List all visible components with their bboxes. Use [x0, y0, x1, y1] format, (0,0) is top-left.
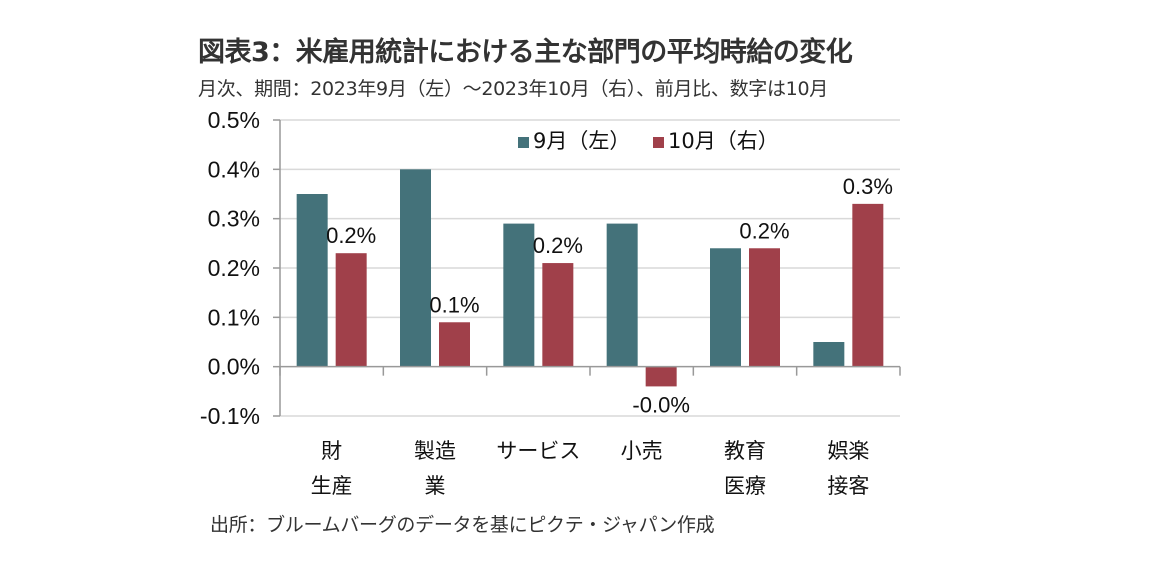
y-tick-label: -0.1% — [200, 403, 260, 429]
bar-sep-0 — [296, 194, 328, 367]
data-labels: 0.2% 0.1% 0.2% -0.0% 0.2% 0.3% — [326, 174, 893, 418]
category-label: 製造 — [414, 439, 456, 463]
y-tick-label: 0.3% — [208, 206, 260, 232]
bar-oct-3 — [645, 366, 677, 387]
bar-oct-0 — [335, 253, 367, 367]
bar-oct-4 — [749, 248, 780, 367]
chart-title: 図表3：米雇用統計における主な部門の平均時給の変化 — [198, 37, 853, 68]
category-label: 娯楽 — [827, 439, 869, 463]
category-label: サービス — [496, 439, 580, 463]
legend-label: 9月（左） — [533, 129, 630, 153]
legend-label: 10月（右） — [668, 129, 779, 153]
legend: 9月（左） 10月（右） — [518, 129, 779, 153]
bar-sep-3 — [606, 223, 638, 367]
data-label: -0.0% — [632, 392, 689, 417]
category-label: 小売 — [621, 439, 663, 463]
bar-oct-1 — [439, 322, 470, 367]
legend-swatch-sep — [518, 137, 529, 148]
y-tick-label: 0.0% — [208, 354, 260, 380]
axes — [273, 119, 901, 417]
category-label: 生産 — [311, 474, 353, 498]
data-label: 0.2% — [533, 233, 583, 258]
category-label: 財 — [321, 439, 342, 463]
bar-sep-4 — [710, 248, 741, 367]
gridlines — [280, 119, 900, 417]
bar-sep-2 — [503, 223, 535, 367]
data-label: 0.3% — [843, 174, 893, 199]
bar-sep-1 — [400, 169, 431, 367]
chart-subtitle: 月次、期間：2023年9月（左）～2023年10月（右）、前月比、数字は10月 — [198, 78, 828, 100]
y-tick-label: 0.1% — [208, 304, 260, 330]
y-tick-label: 0.2% — [208, 255, 260, 281]
legend-swatch-oct — [653, 137, 664, 148]
y-tick-labels: 0.5% 0.4% 0.3% 0.2% 0.1% 0.0% -0.1% — [200, 107, 260, 429]
data-label: 0.1% — [429, 292, 479, 317]
category-label: 業 — [425, 474, 446, 498]
category-label: 接客 — [827, 474, 869, 498]
y-tick-label: 0.5% — [208, 107, 260, 133]
bars — [296, 169, 884, 387]
y-tick-label: 0.4% — [208, 156, 260, 182]
category-label: 医療 — [724, 474, 766, 498]
data-label: 0.2% — [739, 218, 789, 243]
category-label: 教育 — [724, 439, 766, 463]
source-note: 出所：ブルームバーグのデータを基にピクテ・ジャパン作成 — [210, 514, 715, 536]
bar-sep-5 — [813, 342, 845, 367]
bar-oct-2 — [542, 263, 574, 367]
data-label: 0.2% — [326, 223, 376, 248]
bar-oct-5 — [852, 203, 884, 367]
